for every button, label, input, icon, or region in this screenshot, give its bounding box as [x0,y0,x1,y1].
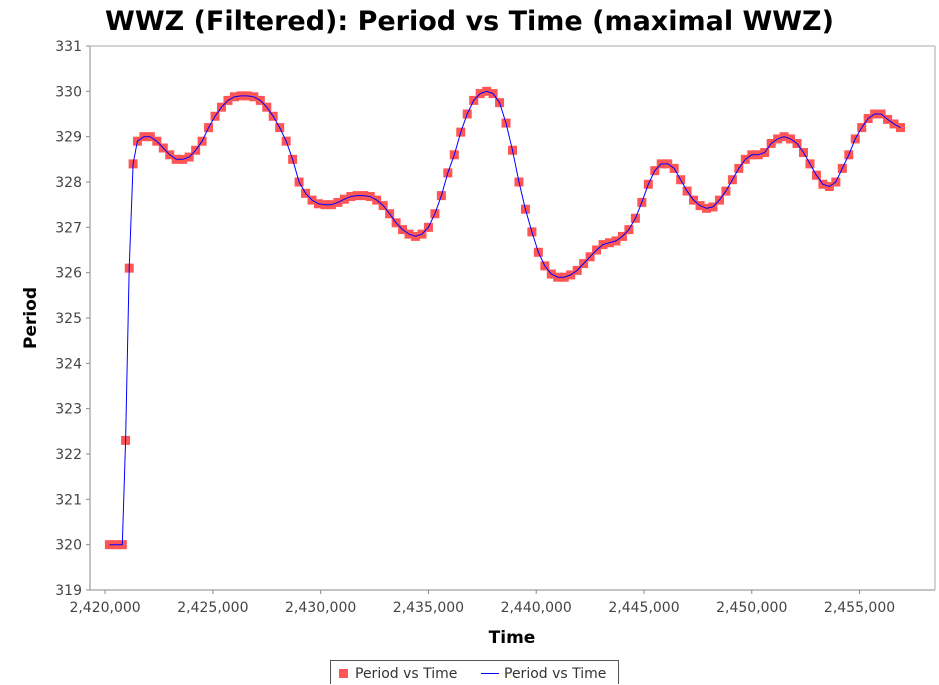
data-point-marker [896,123,906,133]
plot-area [90,46,935,590]
legend-marker-square [339,668,348,678]
series-line-group [109,90,901,546]
y-tick-label: 329 [55,130,82,146]
x-tick-label: 2,420,000 [69,600,140,616]
legend-line-swatch [481,672,499,674]
y-tick-label: 321 [55,492,82,508]
y-tick-label: 331 [55,39,82,55]
legend: Period vs Time Period vs Time [330,660,619,684]
x-tick-label: 2,440,000 [501,600,572,616]
x-axis-label: Time [489,628,536,648]
x-tick-label: 2,450,000 [716,600,787,616]
series-line [109,90,901,546]
y-tick-label: 327 [55,220,82,236]
y-tick-label: 330 [55,84,82,100]
legend-item-markers: Period vs Time [339,666,457,682]
y-tick-label: 326 [55,266,82,282]
x-tick-label: 2,430,000 [285,600,356,616]
y-tick-label: 320 [55,538,82,554]
y-axis-ticks: 319 320 321 322 323 324 325 326 327 328 329 330 331 [55,39,90,599]
x-tick-label: 2,455,000 [824,600,895,616]
x-axis-ticks: 2,420,000 2,425,000 2,430,000 2,435,000 2,44… [69,590,895,616]
y-tick-label: 319 [55,583,82,599]
x-tick-label: 2,435,000 [393,600,464,616]
y-tick-label: 322 [55,447,82,463]
x-tick-label: 2,445,000 [608,600,679,616]
chart-title: WWZ (Filtered): Period vs Time (maximal … [105,6,834,37]
legend-label-line: Period vs Time [504,666,607,682]
y-axis-label: Period [21,287,41,349]
legend-label-markers: Period vs Time [355,666,458,682]
y-tick-label: 325 [55,311,82,327]
legend-item-line: Period vs Time [481,666,606,682]
y-tick-label: 328 [55,175,82,191]
x-tick-label: 2,425,000 [177,600,248,616]
y-tick-label: 323 [55,402,82,418]
y-tick-label: 324 [55,356,82,372]
